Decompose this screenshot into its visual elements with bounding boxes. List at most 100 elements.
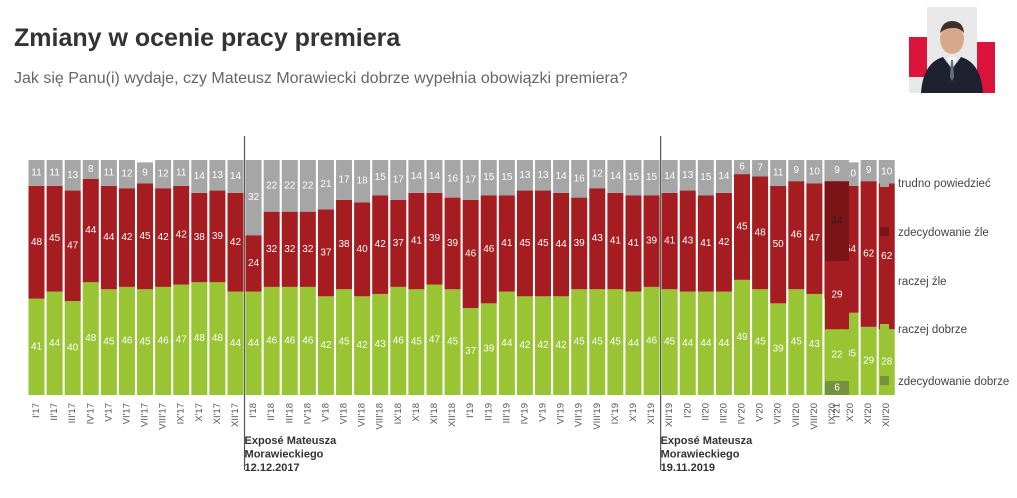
x-tick-label: II'18 [266, 403, 277, 421]
data-label: 42 [537, 340, 549, 351]
bar-segment [697, 160, 714, 196]
data-label: 15 [501, 172, 513, 183]
legend-item-zdecydowanie-dobrze: zdecydowanie dobrze [880, 376, 1009, 390]
legend-swatch-zdecydowanie-zle [880, 227, 889, 237]
legend-item-raczej-dobrze: raczej dobrze [880, 324, 967, 338]
bar-segment [571, 160, 588, 198]
data-label: 39 [646, 236, 658, 247]
data-label: 32 [266, 244, 278, 255]
bar-segment [734, 174, 751, 280]
bar-segment [661, 160, 678, 193]
bar-segment [770, 185, 787, 304]
bar-segment [336, 289, 353, 395]
data-label: 50 [773, 239, 785, 250]
bar-segment [679, 291, 696, 395]
bar-segment [336, 199, 353, 290]
data-label: 41 [501, 238, 513, 249]
side-bar-segment [825, 380, 849, 395]
x-tick-label: VII'20 [791, 403, 802, 427]
data-label: 44 [85, 225, 97, 236]
bar-segment [100, 289, 117, 395]
chart-title: Zmiany w ocenie pracy premiera [14, 24, 401, 52]
bar-segment [625, 291, 642, 395]
data-label: 47 [809, 233, 821, 244]
data-label: 48 [85, 333, 97, 344]
data-label: 11 [31, 167, 42, 178]
data-label: 45 [139, 231, 151, 242]
annotation-text: Morawieckiego [245, 448, 324, 460]
bar-segment [155, 160, 172, 189]
bar-segment [137, 183, 154, 290]
bar-segment [625, 195, 642, 292]
bar-segment [100, 185, 117, 290]
bar-segment [571, 289, 588, 395]
data-label: 15 [646, 172, 658, 183]
data-label: 46 [266, 335, 278, 346]
bar-segment [860, 181, 877, 327]
bar-segment [462, 199, 479, 309]
data-label: 14 [664, 171, 676, 182]
legend-swatch-raczej-dobrze [880, 324, 889, 334]
data-label: 48 [212, 333, 224, 344]
data-label: 12 [158, 169, 170, 180]
data-label: 29 [863, 355, 875, 366]
data-label: 46 [393, 335, 405, 346]
x-tick-label: XII'19 [664, 403, 675, 427]
bar-segment [535, 190, 552, 297]
bar-segment [372, 160, 389, 196]
bar-segment [806, 160, 823, 184]
bar-segment [498, 291, 515, 395]
bar-segment [770, 160, 787, 186]
data-label: 46 [646, 335, 658, 346]
legend-swatch-zdecydowanie-dobrze [880, 376, 889, 386]
bar-segment [589, 188, 606, 290]
annotation-text: 19.11.2019 [661, 462, 715, 474]
bar-segment [679, 190, 696, 292]
x-tick-label: III'20 [718, 403, 729, 423]
x-tick-label: I'19 [465, 403, 476, 418]
x-tick-label: VII'17 [140, 403, 151, 427]
side-data-label: 29 [831, 290, 843, 301]
data-label: 37 [320, 247, 332, 258]
bar-segment [498, 195, 515, 292]
bar-segment [697, 291, 714, 395]
bar-segment [679, 160, 696, 191]
bar-segment [462, 308, 479, 395]
x-tick-label: III'19 [501, 403, 512, 423]
data-label: 44 [230, 338, 242, 349]
data-label: 22 [266, 180, 278, 191]
x-tick-label: VIII'17 [158, 403, 169, 430]
side-data-label: 34 [831, 216, 843, 227]
x-tick-label: VIII'19 [592, 403, 603, 430]
x-tick-label: III'17 [67, 403, 78, 423]
bar-segment [263, 160, 280, 212]
data-label: 15 [375, 172, 387, 183]
data-label: 46 [465, 249, 477, 260]
bar-segment [245, 291, 262, 395]
data-label: 41 [628, 238, 640, 249]
legend-item-trudno: trudno powiedzieć [880, 178, 991, 192]
bar-segment [860, 160, 877, 182]
legend-label: raczej dobrze [898, 324, 968, 336]
bar-segment [118, 160, 135, 189]
data-label: 11 [176, 167, 187, 178]
data-label: 28 [881, 357, 893, 368]
bar-segment [878, 183, 895, 330]
bar-segment [191, 160, 208, 193]
bar-segment [408, 289, 425, 395]
legend-label: raczej źle [898, 276, 947, 288]
x-tick-label: IV'20 [737, 403, 748, 424]
legend-item-zdecydowanie-zle: zdecydowanie źle [880, 227, 989, 241]
bar-segment [209, 282, 226, 395]
bar-segment [191, 282, 208, 395]
bar-segment [281, 211, 298, 287]
bar-segment [860, 326, 877, 395]
bar-segment [209, 160, 226, 191]
data-label: 16 [447, 173, 459, 184]
data-label: 45 [574, 337, 586, 348]
x-tick-label: VI'19 [556, 403, 567, 424]
data-label: 43 [592, 233, 604, 244]
bar-segment [715, 192, 732, 292]
data-label: 62 [881, 251, 893, 262]
bar-segment [82, 282, 99, 395]
